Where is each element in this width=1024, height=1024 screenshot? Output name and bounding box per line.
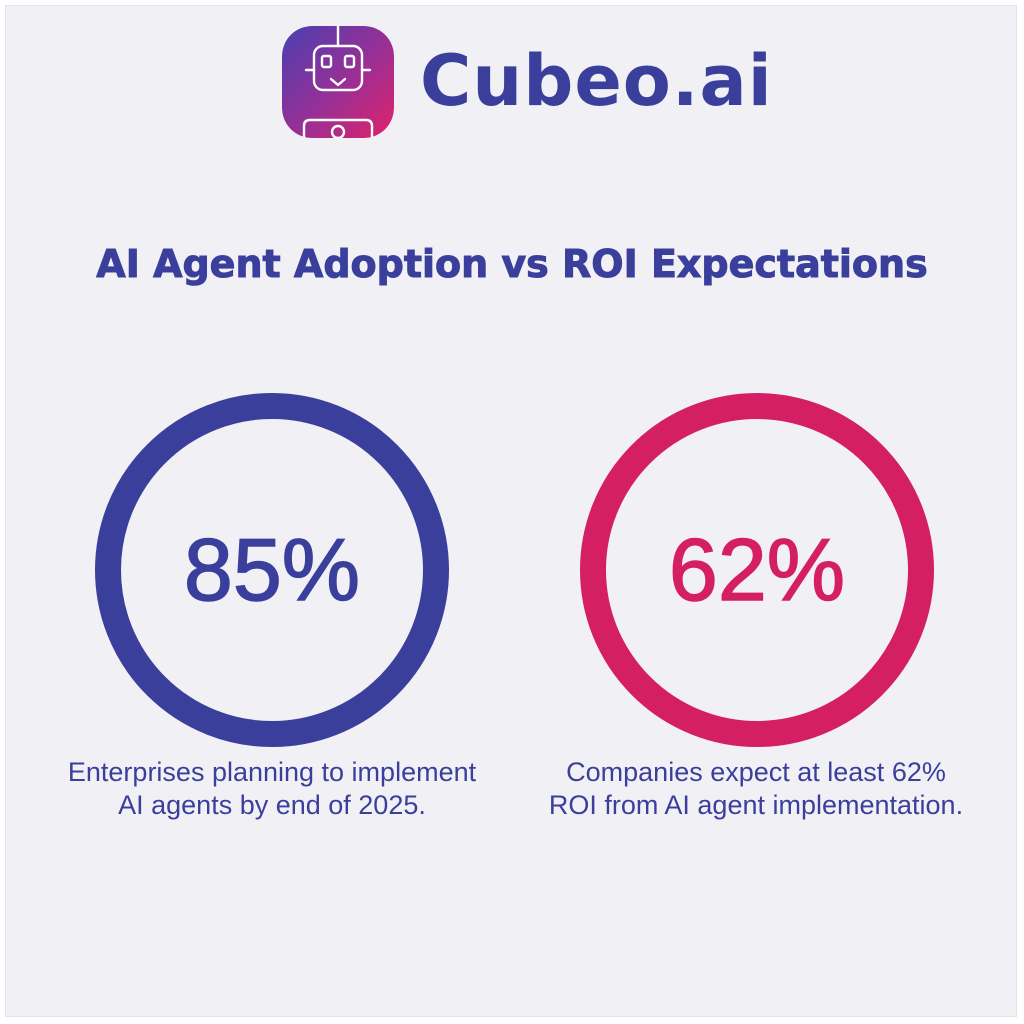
page-title: AI Agent Adoption vs ROI Expectations bbox=[96, 242, 928, 287]
brand-name: Cubeo.ai bbox=[420, 40, 773, 122]
roi-stat: 62% bbox=[580, 393, 934, 747]
adoption-stat: 85% bbox=[95, 393, 449, 747]
roi-ring: 62% bbox=[580, 393, 934, 747]
roi-value: 62% bbox=[668, 519, 846, 620]
robot-icon bbox=[282, 26, 394, 138]
adoption-caption: Enterprises planning to implement AI age… bbox=[67, 757, 477, 820]
adoption-value: 85% bbox=[183, 519, 361, 620]
adoption-ring: 85% bbox=[95, 393, 449, 747]
roi-caption: Companies expect at least 62% ROI from A… bbox=[548, 757, 964, 820]
